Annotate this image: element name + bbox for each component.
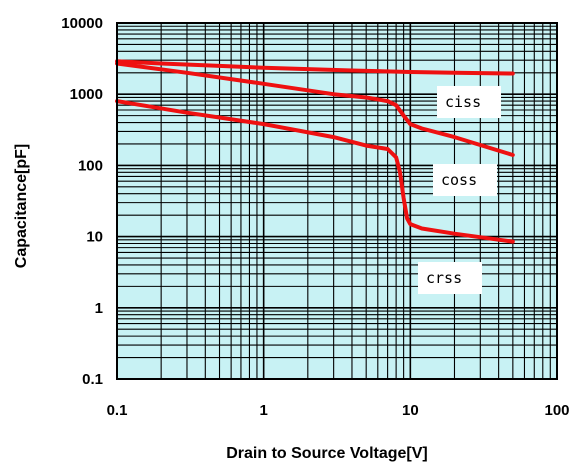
series-label-coss: coss bbox=[433, 164, 497, 196]
x-tick-label: 0.1 bbox=[107, 402, 128, 419]
x-tick-label: 1 bbox=[259, 402, 267, 419]
series-line-coss bbox=[115, 61, 515, 157]
x-axis-title: Drain to Source Voltage[V] bbox=[226, 445, 428, 462]
plot-frame bbox=[116, 22, 558, 380]
grid bbox=[116, 23, 557, 380]
series-label-text: ciss bbox=[445, 93, 481, 111]
plot-background bbox=[117, 23, 557, 379]
series-labels: ciss coss crss bbox=[418, 86, 501, 294]
y-tick-label: 100 bbox=[78, 157, 103, 174]
x-tick-label: 100 bbox=[544, 402, 569, 419]
series-label-text: crss bbox=[426, 269, 462, 287]
series-label-text: coss bbox=[441, 171, 477, 189]
series-label-box bbox=[418, 262, 482, 294]
y-axis-title: Capacitance[pF] bbox=[13, 144, 30, 268]
series-label-ciss: ciss bbox=[437, 86, 501, 118]
series-label-crss: crss bbox=[418, 262, 482, 294]
x-tick-label: 10 bbox=[402, 402, 419, 419]
tick-labels: 0.1 1 10 100 0.1 1 10 100 1000 10000 bbox=[61, 15, 569, 419]
y-tick-label: 10000 bbox=[61, 15, 103, 32]
series-line-crss bbox=[115, 99, 515, 244]
series-label-box bbox=[437, 86, 501, 118]
series-lines bbox=[115, 59, 515, 244]
y-tick-label: 1000 bbox=[70, 86, 103, 103]
y-tick-label: 0.1 bbox=[82, 371, 103, 388]
series-label-box bbox=[433, 164, 497, 196]
y-tick-label: 1 bbox=[95, 300, 103, 317]
series-line-ciss bbox=[115, 59, 515, 76]
y-tick-label: 10 bbox=[86, 229, 103, 246]
